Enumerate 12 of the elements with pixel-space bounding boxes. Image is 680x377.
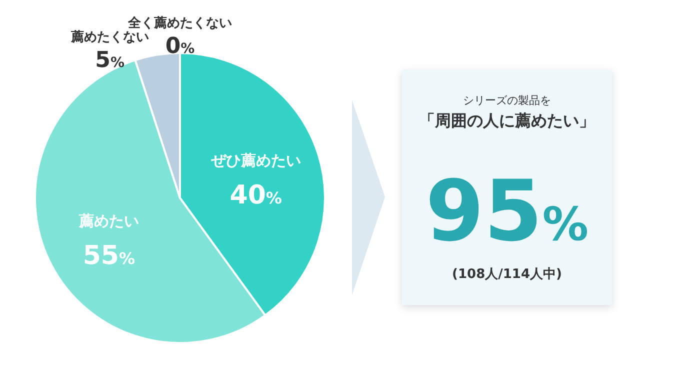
- data-label: 40%: [230, 180, 282, 210]
- data-label: 55%: [82, 241, 136, 272]
- text: 「周囲の人に薦めたい」: [419, 111, 595, 130]
- slice-label: 薦めたい: [78, 212, 139, 230]
- text: シリーズの製品を: [463, 94, 551, 107]
- text: 95%: [426, 162, 588, 260]
- text: (108人/114人中): [452, 267, 562, 282]
- category-label: 全く薦めたくない: [128, 16, 232, 31]
- data-label: 5%: [95, 48, 124, 73]
- text: 0%: [165, 34, 195, 59]
- slice-label: 薦めたくない: [70, 28, 149, 45]
- slice-label: ぜひ薦めたい: [210, 151, 301, 170]
